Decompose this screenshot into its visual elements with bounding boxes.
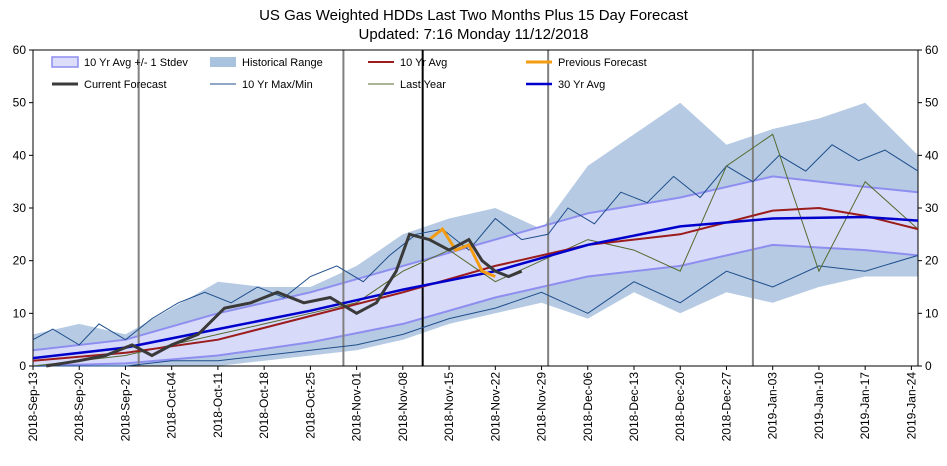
x-tick-label: 2018-Nov-29 — [535, 372, 549, 442]
x-tick-label: 2018-Nov-15 — [442, 372, 456, 442]
x-tick-label: 2018-Dec-27 — [719, 372, 733, 442]
chart-title-block: US Gas Weighted HDDs Last Two Months Plu… — [0, 6, 947, 44]
legend-label: 10 Yr Avg +/- 1 Stdev — [84, 57, 188, 69]
legend-label: 10 Yr Avg — [400, 57, 447, 69]
y-tick-label-left: 0 — [19, 359, 26, 373]
x-tick-label: 2019-Jan-10 — [812, 372, 826, 440]
x-tick-label: 2019-Jan-03 — [766, 372, 780, 440]
legend-label: Previous Forecast — [558, 57, 647, 69]
y-tick-label-right: 20 — [925, 254, 939, 268]
x-tick-label: 2018-Nov-22 — [488, 372, 502, 442]
stdev-upper-line — [32, 175, 919, 352]
max-series-line — [32, 144, 919, 346]
legend-label: 30 Yr Avg — [558, 79, 605, 91]
legend-swatch — [51, 56, 79, 68]
y-tick-label-left: 40 — [13, 148, 27, 162]
x-tick-label: 2018-Dec-06 — [581, 372, 595, 442]
x-tick-label: 2018-Oct-25 — [303, 372, 317, 439]
chart-title: US Gas Weighted HDDs Last Two Months Plu… — [259, 7, 688, 24]
x-tick-label: 2018-Sep-27 — [118, 372, 132, 442]
y-tick-label-left: 20 — [13, 254, 27, 268]
y-tick-label-right: 30 — [925, 201, 939, 215]
x-tick-label: 2018-Sep-13 — [26, 372, 40, 442]
previous-forecast-line — [428, 226, 496, 278]
x-tick-label: 2018-Dec-13 — [627, 372, 641, 442]
legend-swatch — [210, 57, 236, 67]
x-tick-label: 2018-Oct-18 — [257, 372, 271, 439]
y-tick-label-left: 60 — [13, 43, 27, 57]
x-tick-label: 2018-Nov-01 — [350, 372, 364, 442]
y-tick-label-left: 50 — [13, 96, 27, 110]
legend-label: Current Forecast — [84, 79, 167, 91]
y-tick-label-right: 60 — [925, 43, 939, 57]
x-tick-label: 2019-Jan-17 — [858, 372, 872, 440]
x-tick-label: 2018-Nov-08 — [396, 372, 410, 442]
min-series-line — [33, 254, 919, 367]
y-tick-label-right: 40 — [925, 148, 939, 162]
y-tick-label-right: 10 — [925, 306, 939, 320]
y-tick-label-left: 10 — [13, 306, 27, 320]
ten-yr-avg-line — [32, 206, 919, 362]
y-tick-label-left: 30 — [13, 201, 27, 215]
x-tick-label: 2019-Jan-24 — [904, 372, 918, 440]
y-tick-label-right: 0 — [925, 359, 932, 373]
x-tick-label: 2018-Dec-20 — [673, 372, 687, 442]
x-tick-label: 2018-Sep-20 — [72, 372, 86, 442]
legend-label: 10 Yr Max/Min — [242, 79, 313, 91]
legend-label: Last Year — [400, 79, 446, 91]
legend-label: Historical Range — [242, 57, 323, 69]
current-forecast-line — [45, 232, 523, 368]
stdev-lower-line — [32, 243, 919, 367]
y-tick-label-right: 50 — [925, 96, 939, 110]
chart-subtitle: Updated: 7:16 Monday 11/12/2018 — [358, 26, 589, 43]
x-tick-label: 2018-Oct-04 — [165, 372, 179, 439]
x-tick-label: 2018-Oct-11 — [211, 372, 225, 438]
